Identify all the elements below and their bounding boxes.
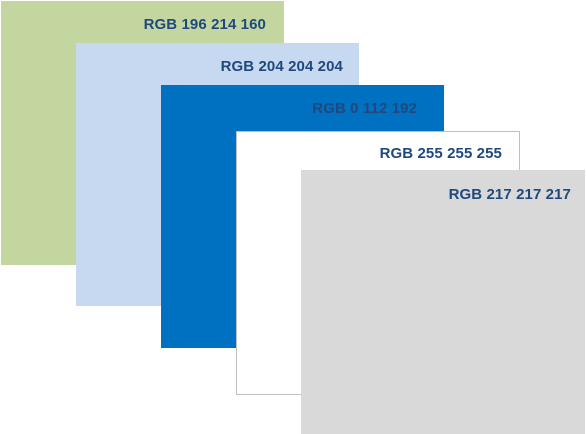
swatch-label: RGB 217 217 217 xyxy=(448,186,571,203)
swatch-label: RGB 196 214 160 xyxy=(143,16,266,33)
swatch-label: RGB 0 112 192 xyxy=(312,100,417,117)
swatch-label: RGB 204 204 204 xyxy=(220,58,343,75)
color-swatch-gray: RGB 217 217 217 xyxy=(301,170,585,434)
swatch-label: RGB 255 255 255 xyxy=(379,145,502,162)
